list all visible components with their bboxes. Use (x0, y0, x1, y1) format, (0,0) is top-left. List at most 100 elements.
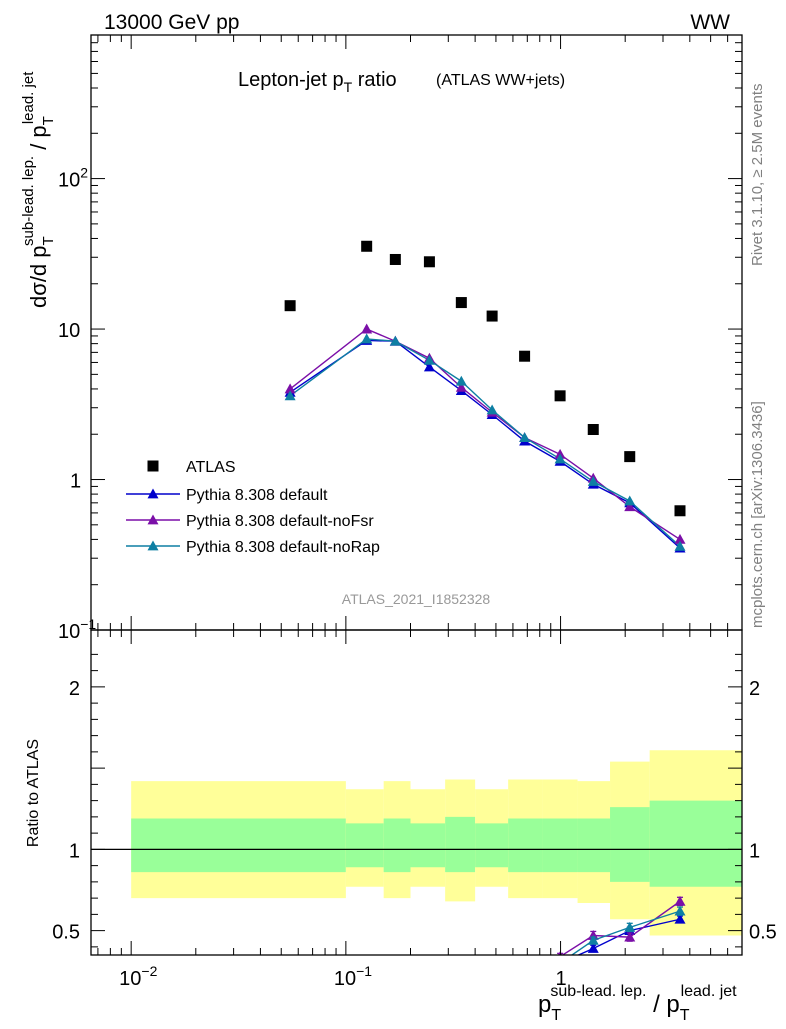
series-point (361, 323, 373, 334)
plot-title-main: Lepton-jet p (238, 69, 344, 91)
x-tick-label: 10−1 (334, 963, 372, 990)
y-tick-label-base: 10 (58, 621, 80, 643)
series-point (284, 383, 296, 394)
ratio-point (674, 895, 686, 906)
ratio-point (624, 931, 636, 942)
series-point (624, 501, 636, 512)
ratio-y-tick-label-right: 0.5 (749, 922, 777, 944)
x-label-b-sup: lead. jet (681, 983, 738, 1000)
ratio-point (624, 921, 636, 932)
y-tick-label-exp: −1 (80, 616, 96, 632)
data-point (455, 297, 467, 309)
ratio-band-green (345, 823, 384, 868)
legend-marker (147, 488, 159, 499)
data-point (587, 424, 599, 436)
x-tick-label: 10−2 (119, 963, 157, 990)
data-point (624, 451, 636, 463)
y-tick-label: 102 (58, 165, 88, 192)
ratio-point (674, 913, 686, 924)
x-label-b-sub: T (680, 1007, 690, 1024)
ratio-band-green (577, 818, 611, 873)
legend-label: Pythia 8.308 default (186, 487, 328, 504)
data-point (389, 253, 401, 265)
data-point (284, 300, 296, 312)
y-label-b-sub: T (40, 116, 57, 125)
y-tick-label: 10−1 (58, 616, 96, 643)
legend-label-data: ATLAS (186, 459, 236, 476)
data-point (423, 256, 435, 268)
ratio-band-green (508, 818, 543, 873)
series-point (674, 540, 686, 551)
series-point (455, 375, 467, 386)
y-label-a-sub: T (40, 236, 57, 245)
series-point (486, 404, 498, 415)
x-label-a-sup: sub-lead. lep. (550, 983, 646, 1000)
series-point (389, 335, 401, 346)
x-label-a: p (538, 991, 551, 1018)
svg-text:dσ/d pTsub-lead. lep. / pTlead: dσ/d pTsub-lead. lep. / pTlead. jet (20, 71, 57, 308)
ratio-y-tick-label: 0.5 (52, 922, 80, 944)
series-line (289, 328, 681, 540)
x-tick-label-base: 10 (334, 968, 356, 990)
plot-title: Lepton-jet pT ratio (238, 69, 397, 95)
legend-marker (147, 540, 159, 551)
series-point (423, 354, 435, 365)
ratio-plot-frame (90, 629, 743, 956)
series-point (455, 381, 467, 392)
y-tick-label-base: 10 (58, 320, 80, 342)
series-point (284, 390, 296, 401)
header-energy-label: 13000 GeV pp (104, 11, 239, 34)
ratio-point (555, 958, 566, 968)
plot-title-paren: (ATLAS WW+jets) (436, 72, 565, 89)
series-point (554, 453, 566, 464)
ratio-y-tick-label: 1 (69, 840, 80, 862)
main-y-axis-label: dσ/d pTsub-lead. lep. / pTlead. jet (20, 71, 57, 308)
ratio-point (674, 905, 686, 916)
data-point (519, 350, 531, 362)
y-tick-label: 10 (58, 320, 80, 342)
legend-marker (147, 514, 159, 525)
ratio-band-green (610, 807, 650, 882)
rivet-version-label: Rivet 3.1.10, ≥ 2.5M events (749, 84, 766, 267)
series-point (587, 476, 599, 486)
mcplots-source-label: mcplots.cern.ch [arXiv:1306.3436] (749, 401, 766, 628)
y-tick-label-base: 1 (70, 471, 81, 493)
x-tick-label-exp: −2 (141, 963, 157, 979)
ratio-point (555, 958, 566, 968)
x-label-a-sub: T (551, 1007, 561, 1024)
ratio-series-line (576, 918, 681, 955)
ratio-point (587, 943, 599, 953)
y-tick-label-exp: 2 (80, 165, 88, 181)
ratio-band-green (131, 818, 346, 873)
data-point (486, 310, 498, 322)
series-point (361, 333, 373, 344)
header-process-label: WW (690, 11, 730, 34)
data-point (674, 505, 686, 517)
ratio-band-green (649, 800, 742, 887)
x-tick-label-base: 1 (556, 968, 567, 990)
legend: ATLAS Pythia 8.308 default Pythia 8.308 de… (126, 459, 380, 556)
ratio-band-green (475, 823, 509, 868)
ratio-series-line (570, 910, 681, 955)
y-label-b: / p (26, 125, 51, 156)
analysis-label: ATLAS_2021_I1852328 (342, 591, 491, 607)
ratio-y-tick-label: 2 (69, 678, 80, 700)
ratio-point (587, 934, 599, 945)
plot-title-sub: T (344, 79, 353, 95)
data-point (361, 240, 373, 252)
legend-label: Pythia 8.308 default-noRap (186, 539, 380, 556)
ratio-panel: 0.5 0.5 1 1 2 2 Ratio to ATLAS (25, 629, 777, 968)
series-point (519, 432, 531, 442)
ratio-band-green (383, 818, 411, 873)
ratio-y-tick-label-right: 1 (749, 840, 760, 862)
x-label-b: / p (646, 991, 679, 1018)
data-point (554, 390, 566, 402)
x-axis-label: pTsub-lead. lep. / pTlead. jet (538, 983, 737, 1024)
y-label-a-sup: sub-lead. lep. (20, 156, 37, 246)
legend-label: Pythia 8.308 default-noFsr (186, 513, 374, 530)
y-tick-label-base: 10 (58, 170, 80, 192)
y-tick-label: 1 (70, 471, 81, 493)
x-tick-label: 1 (556, 968, 567, 990)
